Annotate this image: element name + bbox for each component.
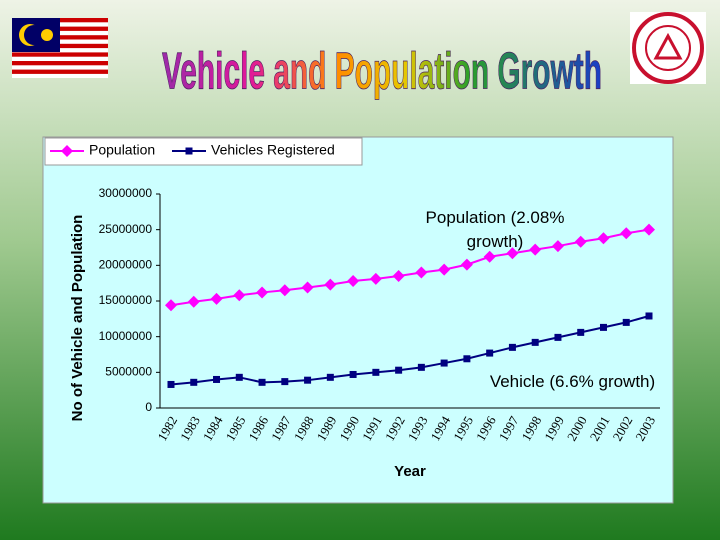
point <box>281 378 289 386</box>
point <box>372 368 380 376</box>
point <box>304 376 312 384</box>
point <box>256 286 269 299</box>
point <box>597 232 610 245</box>
y-tick-label: 0 <box>145 400 152 414</box>
flag <box>12 18 108 78</box>
series-line <box>170 228 650 307</box>
point <box>531 338 539 346</box>
point <box>417 363 425 371</box>
point <box>486 349 494 357</box>
y-tick-label: 20000000 <box>99 258 153 272</box>
plot-panel <box>42 136 674 504</box>
point <box>347 275 360 288</box>
point <box>645 312 653 320</box>
point <box>620 227 633 240</box>
point <box>554 333 562 341</box>
point <box>574 235 587 248</box>
point <box>460 258 473 271</box>
y-tick-label: 5000000 <box>105 365 152 379</box>
point <box>463 355 471 363</box>
y-tick-label: 10000000 <box>99 329 153 343</box>
point <box>235 373 243 381</box>
point <box>508 343 516 351</box>
point <box>369 272 382 285</box>
y-axis-title: No of Vehicle and Population <box>69 215 86 422</box>
annotation: Vehicle (6.6% growth) <box>489 372 656 391</box>
point <box>440 359 448 367</box>
legend-marker <box>61 145 73 157</box>
point <box>301 281 314 294</box>
y-tick-label: 30000000 <box>99 186 153 200</box>
point <box>529 243 542 256</box>
point <box>187 295 200 308</box>
y-tick-label: 25000000 <box>99 222 153 236</box>
point <box>165 299 177 312</box>
title: Vehicle and Population Growth <box>162 43 602 101</box>
point <box>167 380 175 388</box>
point <box>599 323 607 331</box>
point <box>190 378 198 386</box>
legend-label: Vehicles Registered <box>211 142 335 158</box>
point <box>551 240 564 253</box>
point <box>349 370 357 378</box>
point <box>438 263 451 276</box>
point <box>258 378 266 386</box>
point <box>326 373 334 381</box>
point <box>577 328 585 336</box>
logo <box>630 12 706 84</box>
point <box>324 278 337 291</box>
point <box>415 266 428 279</box>
annotation: Population (2.08% growth) <box>425 208 565 251</box>
point <box>506 247 519 260</box>
point <box>643 223 655 236</box>
point <box>233 289 246 302</box>
point <box>483 250 496 263</box>
point <box>622 318 630 326</box>
point <box>213 375 221 383</box>
point <box>278 284 291 297</box>
point <box>395 366 403 374</box>
point <box>392 270 405 283</box>
y-tick-label: 15000000 <box>99 293 153 307</box>
series-line <box>170 315 650 386</box>
point <box>210 292 223 305</box>
x-axis-title: Year <box>394 463 426 480</box>
legend-marker <box>185 147 193 155</box>
legend-label: Population <box>89 142 155 158</box>
